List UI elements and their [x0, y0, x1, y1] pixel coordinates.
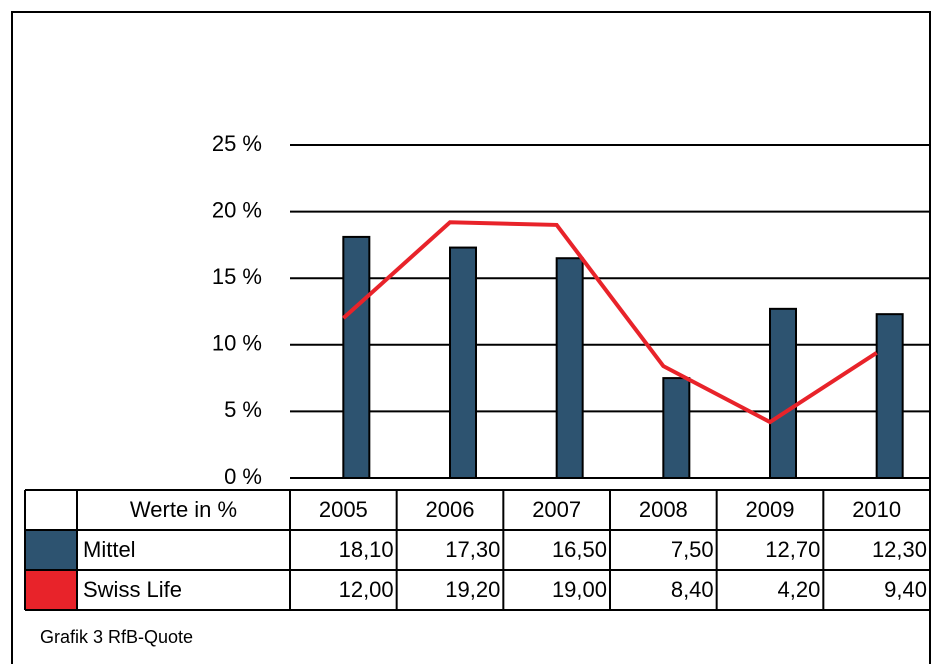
x-tick-label: 2008	[639, 497, 688, 522]
y-tick-label: 5 %	[224, 397, 262, 422]
x-tick-label: 2006	[426, 497, 475, 522]
value-label: 17,30	[445, 537, 500, 562]
value-label: 9,40	[884, 577, 927, 602]
x-tick-label: 2005	[319, 497, 368, 522]
x-tick-label: 2007	[532, 497, 581, 522]
bar	[769, 307, 797, 479]
value-label: 16,50	[552, 537, 607, 562]
value-label: 19,00	[552, 577, 607, 602]
x-tick-label: 2009	[746, 497, 795, 522]
legend-label: Swiss Life	[83, 577, 182, 602]
legend-swatch	[26, 571, 76, 609]
caption: Grafik 3 RfB-Quote	[40, 627, 193, 647]
value-label: 12,70	[765, 537, 820, 562]
value-label: 12,00	[339, 577, 394, 602]
bar	[342, 235, 371, 479]
table-header: Werte in %	[130, 497, 237, 522]
y-tick-label: 20 %	[212, 197, 262, 222]
value-label: 4,20	[778, 577, 821, 602]
x-tick-label: 2010	[852, 497, 901, 522]
y-tick-label: 0 %	[224, 464, 262, 489]
bar	[449, 246, 477, 479]
value-label: 12,30	[872, 537, 927, 562]
y-tick-label: 10 %	[212, 331, 262, 356]
y-tick-label: 15 %	[212, 264, 262, 289]
line	[341, 220, 878, 425]
bar	[662, 377, 691, 480]
y-tick-label: 25 %	[212, 131, 262, 156]
bar	[555, 257, 584, 479]
value-label: 19,20	[445, 577, 500, 602]
value-label: 18,10	[339, 537, 394, 562]
value-label: 7,50	[671, 537, 714, 562]
bar	[875, 313, 904, 479]
legend-swatch	[26, 531, 76, 569]
value-label: 8,40	[671, 577, 714, 602]
legend-label: Mittel	[83, 537, 136, 562]
